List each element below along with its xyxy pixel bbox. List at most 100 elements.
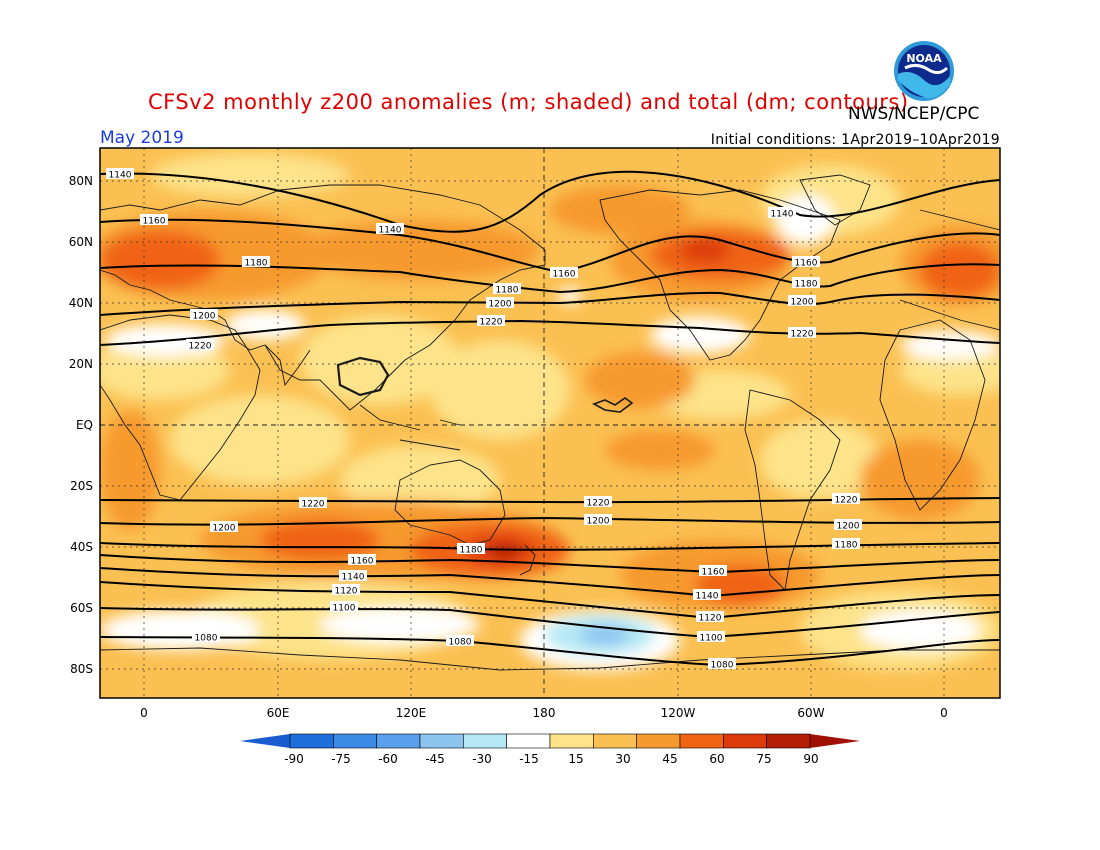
lon-label: 0 [940, 706, 948, 720]
colorbar-swatch [289, 733, 334, 749]
contour-label: 1140 [693, 589, 721, 602]
contour-label-text: 1080 [195, 634, 218, 644]
colorbar: -90 -75 -60 -45 -30 -15 15 30 45 60 75 90 [240, 733, 860, 766]
colorbar-swatch [636, 733, 681, 749]
contour-label: 1160 [699, 565, 727, 578]
contour-label-text: 1080 [449, 638, 472, 648]
colorbar-label: 15 [568, 752, 583, 766]
lat-label: 40S [70, 540, 93, 554]
contour-label-text: 1200 [587, 517, 610, 527]
noaa-logo-text: NOAA [906, 52, 942, 65]
colorbar-label: -15 [519, 752, 539, 766]
lat-label: 60N [69, 235, 93, 249]
lat-label: 80N [69, 174, 93, 188]
month-label: May 2019 [100, 128, 184, 148]
contour-label: 1200 [190, 309, 218, 322]
contour-label: 1200 [210, 521, 238, 534]
lon-label: 120E [396, 706, 427, 720]
lon-label: 60E [267, 706, 290, 720]
contour-label: 1200 [584, 514, 612, 527]
contour-label-text: 1160 [553, 270, 576, 280]
colorbar-swatch [463, 733, 507, 749]
contour-label-text: 1200 [213, 524, 236, 534]
contour-label-text: 1120 [335, 587, 358, 597]
contour-label: 1100 [330, 601, 358, 614]
agency-label: NWS/NCEP/CPC [848, 104, 980, 124]
colorbar-swatch [376, 733, 421, 749]
contour-label: 1160 [792, 256, 820, 269]
contour-label-text: 1200 [791, 298, 814, 308]
lon-label: 60W [797, 706, 824, 720]
contour-label: 1080 [192, 631, 220, 644]
colorbar-swatch [723, 733, 767, 749]
contour-label: 1080 [446, 635, 474, 648]
contour-label-text: 1100 [700, 634, 723, 644]
lon-label: 0 [140, 706, 148, 720]
contour-label: 1220 [832, 493, 860, 506]
contour-label-text: 1160 [795, 259, 818, 269]
contour-label: 1160 [348, 554, 376, 567]
contour-label-text: 1220 [302, 500, 325, 510]
colorbar-label: 45 [662, 752, 677, 766]
colorbar-label: 60 [709, 752, 724, 766]
contour-label-text: 1180 [460, 546, 483, 556]
colorbar-swatch [506, 733, 551, 749]
colorbar-low-arrow [240, 734, 290, 748]
lat-label: EQ [76, 418, 93, 432]
contour-label: 1140 [768, 207, 796, 220]
contour-label: 1140 [339, 570, 367, 583]
contour-label-text: 1180 [835, 541, 858, 551]
contour-label: 1080 [708, 658, 736, 671]
colorbar-swatch [333, 733, 377, 749]
contour-label-text: 1180 [496, 286, 519, 296]
contour-label-text: 1220 [835, 496, 858, 506]
contour-label: 1180 [792, 277, 820, 290]
lon-label: 180 [533, 706, 556, 720]
contour-label-text: 1200 [837, 522, 860, 532]
contour-label: 1200 [834, 519, 862, 532]
lon-label: 120W [661, 706, 696, 720]
contour-label: 1180 [493, 283, 521, 296]
contour-label: 1180 [242, 256, 270, 269]
contour-label: 1120 [332, 584, 360, 597]
initial-conditions-label: Initial conditions: 1Apr2019–10Apr2019 [710, 132, 1000, 148]
colorbar-label: 90 [803, 752, 818, 766]
contour-label-text: 1160 [702, 568, 725, 578]
contour-label: 1120 [696, 611, 724, 624]
colorbar-label: -90 [284, 752, 304, 766]
lat-label: 20N [69, 357, 93, 371]
contour-label: 1220 [186, 339, 214, 352]
contour-label-text: 1160 [351, 557, 374, 567]
colorbar-label: -30 [472, 752, 492, 766]
contour-label: 1220 [788, 327, 816, 340]
lat-label: 20S [70, 479, 93, 493]
colorbar-swatch [419, 733, 464, 749]
noaa-logo: NOAA [894, 41, 954, 101]
contour-label-text: 1080 [711, 661, 734, 671]
contour-label-text: 1220 [189, 342, 212, 352]
contour-label-text: 1140 [771, 210, 794, 220]
colorbar-label: -45 [425, 752, 445, 766]
map-frame [99, 147, 1001, 699]
contour-label: 1200 [788, 295, 816, 308]
contour-label-text: 1140 [379, 226, 402, 236]
latitude-labels: 80N 60N 40N 20N EQ 20S 40S 60S 80S [69, 174, 93, 676]
contour-label: 1100 [697, 631, 725, 644]
contour-label-text: 1220 [587, 499, 610, 509]
contour-label: 1220 [299, 497, 327, 510]
contour-label: 1160 [550, 267, 578, 280]
contour-label: 1160 [140, 214, 168, 227]
contour-label-text: 1200 [193, 312, 216, 322]
colorbar-swatch [766, 733, 811, 749]
colorbar-label: 75 [756, 752, 771, 766]
chart-title: CFSv2 monthly z200 anomalies (m; shaded)… [148, 90, 909, 114]
anomaly-shading [100, 148, 1000, 698]
contour-labels: 1140 1140 1140 1160 1160 1160 1180 1180 1180 1200… [106, 168, 862, 671]
contour-label: 1140 [106, 168, 134, 181]
contour-label: 1220 [477, 315, 505, 328]
contour-label-text: 1120 [699, 614, 722, 624]
colorbar-swatch [549, 733, 594, 749]
contour-label-text: 1100 [333, 604, 356, 614]
contour-label-text: 1220 [791, 330, 814, 340]
